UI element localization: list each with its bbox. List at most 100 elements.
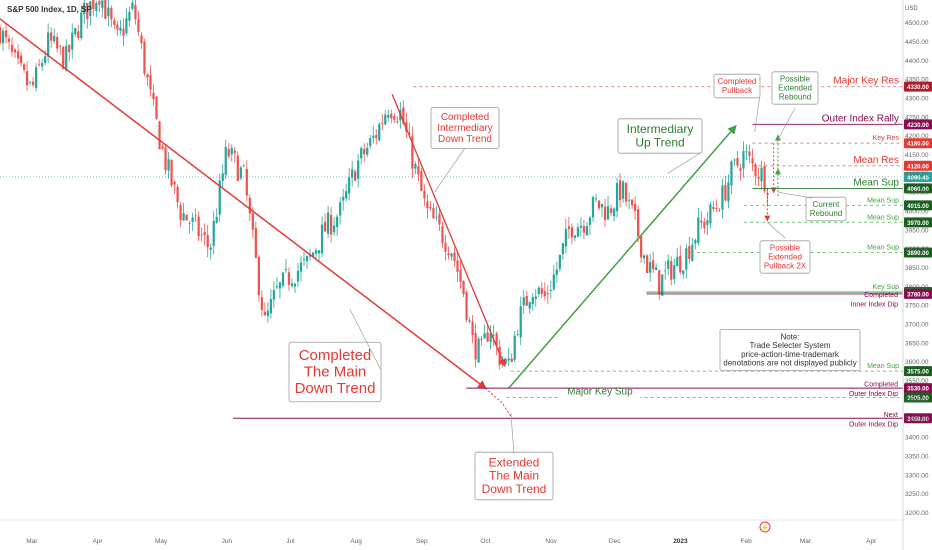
candle	[95, 3, 98, 11]
annotation-text: Pullback 2X	[764, 261, 807, 270]
candle	[471, 321, 474, 336]
candle	[453, 252, 456, 262]
candle	[167, 159, 170, 171]
candle	[414, 163, 417, 169]
candle	[655, 267, 658, 271]
y-tick-label: 4300.00	[905, 95, 929, 102]
candle	[257, 256, 260, 296]
candle	[763, 166, 766, 192]
candle	[579, 225, 583, 228]
candle	[429, 207, 432, 209]
annotation-text: Current	[813, 200, 840, 209]
candle	[525, 296, 528, 306]
level-price-tag	[904, 200, 932, 211]
candle	[561, 243, 564, 255]
level-price-tag-text: 4180.00	[907, 142, 929, 148]
candle	[652, 260, 655, 270]
candle	[161, 146, 164, 149]
y-tick-label: 4350.00	[905, 77, 929, 84]
candle	[408, 133, 411, 135]
candle	[311, 252, 315, 258]
annotation-leader	[777, 191, 813, 199]
candle	[191, 217, 194, 223]
candle	[293, 283, 297, 287]
level-price-tag-text: 4330.00	[907, 85, 929, 91]
side-label: Inner Index Dip	[851, 301, 899, 308]
y-tick-label: 4200.00	[905, 133, 929, 140]
annotation-text: Completed	[299, 347, 372, 364]
level-price-tag	[904, 81, 932, 92]
annotation-box	[288, 341, 382, 403]
y-tick-label: 3600.00	[905, 359, 929, 366]
candle	[477, 338, 480, 363]
price-axis[interactable]: USD 4500.00 4450.00 4400.00 4350.00 4300.00 42…	[902, 0, 929, 550]
candle	[411, 135, 414, 169]
candle	[203, 232, 206, 235]
candle	[480, 338, 483, 340]
annotation-text: denotations are not displayed publicly	[723, 359, 856, 368]
level-price-tag-text: 3575.00	[907, 370, 929, 376]
level-price-tag	[904, 392, 932, 403]
candle	[158, 121, 161, 150]
candle	[706, 220, 709, 225]
level-label-bg	[559, 390, 641, 403]
candle	[146, 74, 149, 78]
level-label: Key Res	[873, 135, 900, 142]
candle	[224, 146, 227, 175]
candle	[637, 209, 640, 237]
candle	[504, 359, 507, 364]
candle	[441, 226, 444, 244]
candle	[80, 12, 83, 39]
candle	[492, 334, 495, 336]
candle	[748, 151, 751, 156]
candle	[381, 123, 384, 125]
y-tick-label: 3500.00	[905, 397, 929, 404]
candle	[393, 115, 396, 120]
level-price-tag-text: 3505.00	[907, 396, 929, 402]
candle	[402, 107, 405, 124]
candle	[615, 183, 619, 212]
candle	[724, 184, 727, 201]
y-tick-label: 3450.00	[905, 416, 929, 423]
time-axis[interactable]: Mar Apr May Jun Jul Aug Sep Oct Nov Dec 2023 Feb Mar…	[0, 519, 903, 545]
candle	[688, 246, 691, 259]
annotation-text: Up Trend	[635, 135, 684, 149]
candle	[621, 181, 625, 199]
candle	[345, 191, 348, 199]
y-tick-label: 4250.00	[905, 114, 929, 121]
candle	[284, 269, 288, 271]
level-label: Key Sup	[873, 284, 900, 291]
candle	[251, 213, 254, 230]
level-label: Major Key Sup	[567, 387, 633, 398]
candle	[182, 213, 185, 221]
candle	[206, 235, 209, 248]
candle	[531, 297, 534, 305]
candle	[269, 299, 273, 314]
lightning-icon[interactable]	[759, 521, 771, 533]
candle	[185, 214, 188, 221]
candle	[299, 262, 303, 272]
level-price-tag	[904, 138, 932, 149]
level-label: Outer Index Rally	[822, 113, 899, 124]
candle	[354, 171, 357, 181]
candle	[38, 64, 41, 66]
candle	[89, 1, 92, 17]
candle	[263, 311, 266, 316]
y-tick-label: 4000.00	[905, 209, 929, 216]
candle	[658, 270, 661, 294]
candle	[369, 138, 372, 146]
candle	[375, 135, 378, 138]
candle	[317, 250, 321, 254]
candle	[173, 181, 176, 185]
y-tick-label: 3700.00	[905, 322, 929, 329]
annotation-text: Rebound	[779, 92, 811, 101]
candle	[760, 167, 763, 182]
candle	[685, 248, 688, 270]
annotation-text: Down Trend	[438, 134, 492, 145]
level-price-tag-text: 3890.00	[907, 251, 929, 257]
candle	[92, 0, 95, 10]
candle	[227, 149, 230, 157]
level-label: Mean Sup	[867, 197, 899, 204]
candle	[125, 18, 128, 34]
